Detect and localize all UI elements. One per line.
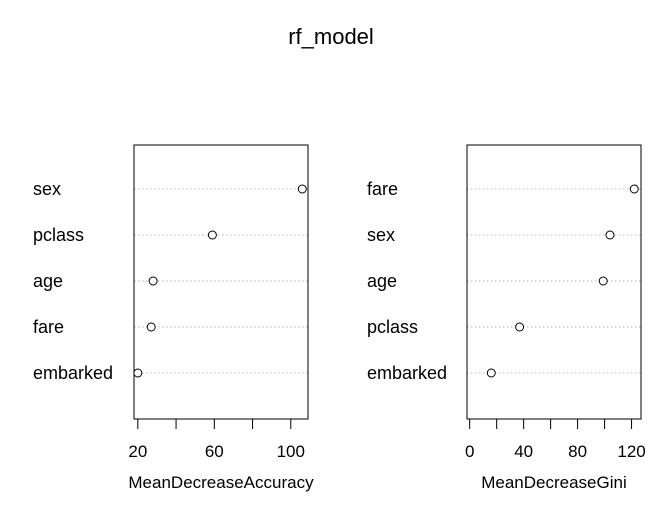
data-point (207, 230, 217, 240)
category-label: fare (33, 317, 64, 337)
data-point (629, 184, 639, 194)
category-label: pclass (33, 225, 84, 245)
x-axis-label: MeanDecreaseAccuracy (128, 473, 314, 492)
x-tick-label: 20 (128, 442, 147, 461)
category-label: embarked (33, 363, 113, 383)
category-label: pclass (367, 317, 418, 337)
category-label: age (33, 271, 63, 291)
data-point (133, 368, 143, 378)
category-label: age (367, 271, 397, 291)
gini-panel: fare sex age pclass embarked 0 40 80 120 MeanDecr… (367, 144, 646, 492)
x-tick-label: 40 (514, 442, 533, 461)
data-point (515, 322, 525, 332)
x-tick-label: 0 (465, 442, 474, 461)
x-tick-label: 80 (568, 442, 587, 461)
data-point (297, 184, 307, 194)
data-point (148, 276, 158, 286)
x-axis-label: MeanDecreaseGini (481, 473, 627, 492)
category-label: sex (367, 225, 395, 245)
data-point (486, 368, 496, 378)
category-label: embarked (367, 363, 447, 383)
category-label: fare (367, 179, 398, 199)
data-point (146, 322, 156, 332)
plot-frame (466, 144, 642, 420)
accuracy-panel: sex pclass age fare embarked 20 60 100 MeanDecre… (33, 144, 314, 492)
data-point (605, 230, 615, 240)
x-tick-label: 120 (617, 442, 645, 461)
chart-title: rf_model (288, 24, 374, 49)
x-tick-label: 60 (205, 442, 224, 461)
category-label: sex (33, 179, 61, 199)
data-point (598, 276, 608, 286)
x-tick-label: 100 (277, 442, 305, 461)
plot-frame (133, 144, 309, 420)
